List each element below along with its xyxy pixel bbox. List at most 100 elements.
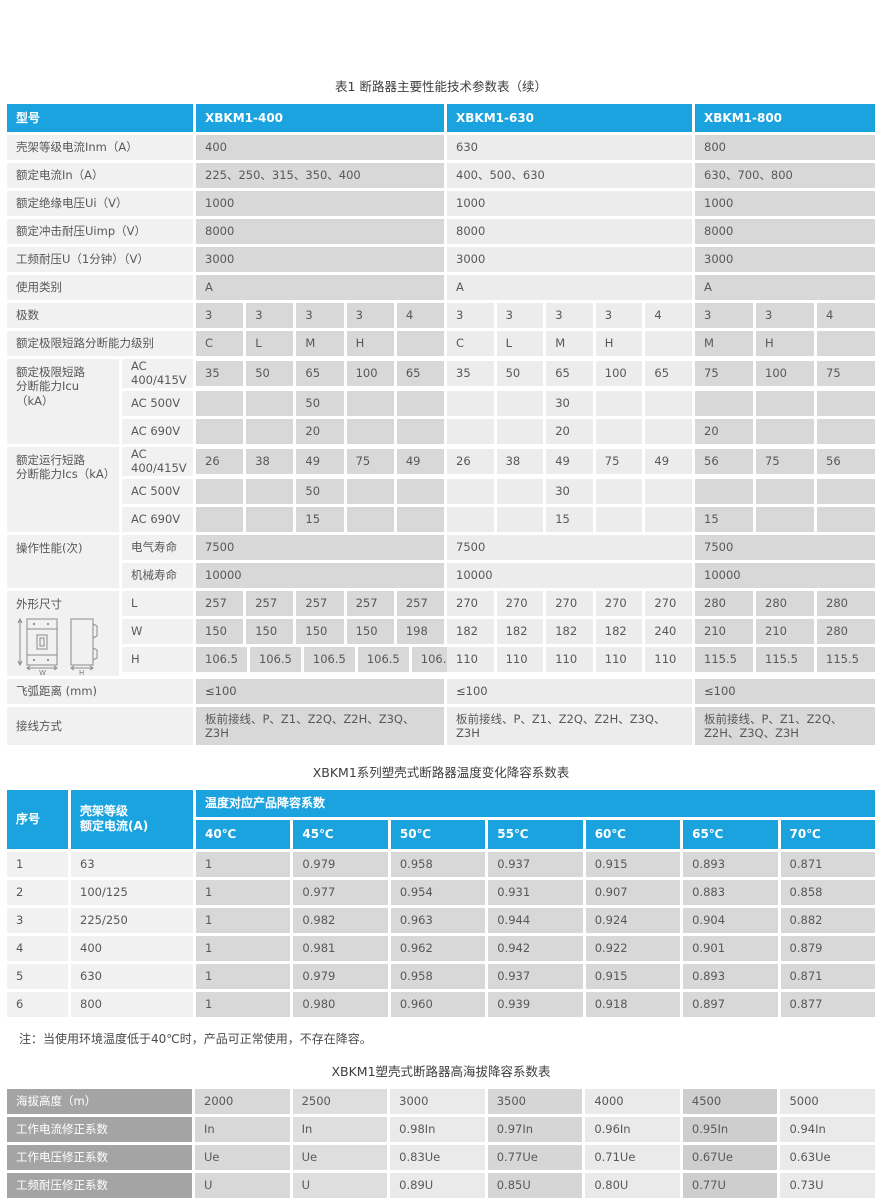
- value-cell: 800: [695, 135, 875, 160]
- table3: 海拔高度（m） 2000 2500 3000 3500 4000 4500 5000 工作电流修…: [7, 1088, 876, 1198]
- coefficient-cell: 3000: [390, 1088, 485, 1114]
- value-cell: 280: [756, 590, 814, 616]
- value-cell: 210: [756, 618, 814, 644]
- value-cell: 20: [296, 418, 344, 444]
- table-row: AC 500V 50 30: [122, 390, 875, 416]
- coefficient-cell: 0.931: [488, 879, 583, 905]
- coefficient-cell: 0.942: [488, 935, 583, 961]
- coefficient-cell: 0.71Ue: [585, 1144, 680, 1170]
- row-label: 额定冲击耐压Uimp（V）: [7, 219, 193, 244]
- coefficient-cell: 0.918: [585, 991, 681, 1017]
- coefficient-cell: 0.958: [390, 851, 486, 877]
- value-cell: 30: [546, 390, 593, 416]
- value-cell: M: [695, 331, 753, 356]
- row-label: 工频耐压U（1分钟）（V）: [7, 247, 193, 272]
- coefficient-cell: 0.954: [390, 879, 486, 905]
- coefficient-cell: 0.95In: [682, 1116, 778, 1142]
- t2-header-frame: 壳架等级 额定电流(A): [71, 789, 193, 849]
- coefficient-cell: Ue: [292, 1144, 388, 1170]
- coefficient-cell: 0.871: [780, 963, 875, 989]
- value-cell: [756, 478, 814, 504]
- value-cell: 26: [447, 448, 494, 474]
- value-cell: 15: [546, 506, 593, 532]
- coefficient-cell: 0.977: [293, 879, 388, 905]
- row-label: 工频耐压修正系数: [7, 1172, 192, 1198]
- coefficient-cell: 0.937: [488, 963, 583, 989]
- value-cell: [346, 390, 394, 416]
- coefficient-cell: 1: [196, 991, 291, 1017]
- cell-group: 106.5 106.5 106.5 106.5 106.5: [196, 646, 463, 672]
- row-seq: 4: [7, 935, 68, 961]
- value-cell: [756, 418, 814, 444]
- value-cell: 板前接线、P、Z1、Z2Q、Z2H、Z3Q、Z3H: [447, 706, 692, 745]
- cell-group: 56 75 56: [695, 447, 875, 476]
- t2-header-temp: 50℃: [390, 819, 486, 849]
- value-cell: [496, 478, 544, 504]
- table-row: 额定电流In（A） 225、250、315、350、400 400、500、630 6…: [7, 163, 875, 188]
- table-row: 序号 壳架等级 额定电流(A) 温度对应产品降容系数 40℃ 45℃ 50℃ 55℃ 60℃ 6…: [7, 789, 875, 849]
- t2-header-span: 温度对应产品降容系数: [196, 789, 875, 817]
- value-cell: 3: [346, 303, 394, 328]
- value-cell: 4: [645, 303, 692, 328]
- t1-header-group: XBKM1-400: [196, 104, 444, 132]
- value-cell: 3: [447, 303, 494, 328]
- cell-group: 20: [695, 418, 875, 444]
- value-cell: 3000: [447, 247, 692, 272]
- table-row: 额定绝缘电压Ui（V） 1000 1000 1000: [7, 191, 875, 216]
- table-row: 5 630 1 0.979 0.958 0.937 0.915 0.893 0.871: [7, 963, 875, 989]
- value-cell: 150: [196, 618, 244, 644]
- value-cell: 182: [447, 618, 494, 644]
- value-cell: C: [447, 331, 494, 356]
- value-cell: 115.5: [756, 646, 814, 672]
- value-cell: 270: [447, 590, 494, 616]
- row-label: 额定绝缘电压Ui（V）: [7, 191, 193, 216]
- sub-row-label: H: [122, 646, 193, 672]
- value-cell: H: [346, 331, 394, 356]
- value-cell: 20: [546, 418, 593, 444]
- value-cell: [396, 506, 445, 532]
- value-cell: [756, 506, 814, 532]
- coefficient-cell: U: [195, 1172, 290, 1198]
- sub-row-label: 电气寿命: [122, 534, 193, 560]
- svg-text:H: H: [79, 669, 84, 676]
- sub-row-stack: 电气寿命 7500 7500 7500 机械寿命 10000 10000 10000: [122, 534, 875, 588]
- sub-row-stack: L 257 257 257 257 257 270 270 270 270 270 280 280 280…: [122, 590, 875, 676]
- t2-header-temp: 60℃: [585, 819, 681, 849]
- value-cell: [695, 390, 753, 416]
- sub-row-label: AC 690V: [122, 506, 193, 532]
- table2: 序号 壳架等级 额定电流(A) 温度对应产品降容系数 40℃ 45℃ 50℃ 55℃ 60℃ 6…: [7, 789, 875, 1017]
- value-cell: A: [695, 275, 875, 300]
- row-frame-current: 100/125: [71, 879, 193, 905]
- value-cell: 15: [296, 506, 344, 532]
- value-cell: 400、500、630: [447, 163, 692, 188]
- value-cell: 49: [296, 448, 344, 474]
- coefficient-cell: 0.980: [293, 991, 388, 1017]
- value-cell: [817, 390, 875, 416]
- value-cell: C: [196, 331, 244, 356]
- value-cell: [246, 418, 294, 444]
- table-row: 40℃ 45℃ 50℃ 55℃ 60℃ 65℃ 70℃: [196, 819, 875, 849]
- coefficient-cell: 1: [196, 935, 291, 961]
- value-cell: [817, 331, 875, 356]
- value-cell: 106.5: [357, 646, 409, 672]
- table-row: 操作性能(次) 电气寿命 7500 7500 7500 机械寿命 10000 10000 100…: [7, 534, 875, 588]
- sub-row-label: W: [122, 618, 193, 644]
- value-cell: 3: [695, 303, 753, 328]
- value-cell: 3: [196, 303, 244, 328]
- value-cell: 20: [695, 418, 753, 444]
- cell-group: 182 182 182 182 240: [447, 618, 692, 644]
- cell-group: 75 100 75: [695, 359, 875, 388]
- value-cell: 3: [296, 303, 344, 328]
- value-cell: 49: [396, 448, 445, 474]
- coefficient-cell: 0.897: [683, 991, 778, 1017]
- table-row: AC 500V 50 30: [122, 478, 875, 504]
- cell-group: 15: [196, 506, 445, 532]
- value-cell: [246, 478, 294, 504]
- coefficient-cell: 0.94In: [780, 1116, 876, 1142]
- coefficient-cell: 1: [196, 963, 291, 989]
- value-cell: 4: [817, 303, 875, 328]
- coefficient-cell: 0.915: [585, 963, 681, 989]
- row-label: 使用类别: [7, 275, 193, 300]
